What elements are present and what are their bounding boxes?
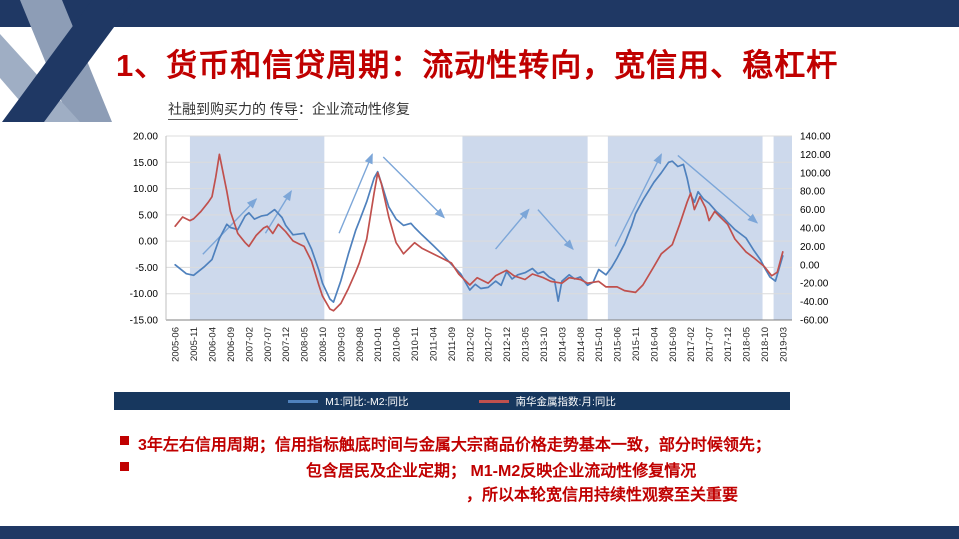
right-axis-tick-label: 140.00	[800, 132, 831, 143]
x-axis-tick-label: 2017-12	[723, 327, 734, 362]
x-axis-tick-label: 2016-09	[668, 327, 679, 362]
right-axis-tick-label: 0.00	[800, 260, 820, 271]
bullet-row-1: 3年左右信用周期；信用指标触底时间与金属大宗商品价格走势基本一致，部分时候领先；	[120, 431, 771, 455]
x-axis-tick-label: 2013-05	[521, 327, 532, 362]
bullet-2-text: 包含居民及企业定期； M1-M2反映企业流动性修复情况	[306, 463, 697, 480]
x-axis-tick-label: 2008-05	[300, 327, 311, 362]
legend-label-m1-m2: M1:同比:-M2:同比	[325, 395, 409, 408]
legend-line-m1-swatch	[288, 399, 319, 403]
chart-canvas: 20.00 15.00 10.00 5.00 0.00 -5.00 -10.00 -15.00…	[130, 132, 831, 362]
x-axis-tick-label: 2005-11	[189, 327, 200, 361]
trend-arrow	[382, 156, 446, 219]
left-axis-tick-label: -10.00	[130, 289, 159, 300]
legend-line-nanhua-swatch	[478, 399, 509, 403]
x-axis-tick-label: 2018-10	[760, 327, 771, 362]
x-axis-tick-label: 2019-03	[778, 327, 789, 362]
right-axis-tick-label: -20.00	[800, 279, 829, 290]
bullet-3-text: ，所以本轮宽信用持续性观察至关重要	[466, 487, 739, 504]
page-title: 1、货币和信贷周期：流动性转向，宽信用、稳杠杆	[116, 48, 839, 83]
bullet-square-icon	[120, 436, 129, 445]
right-axis-tick-label: -60.00	[800, 316, 829, 327]
x-axis-tick-label: 2007-07	[263, 327, 274, 362]
x-axis-tick-label: 2009-03	[336, 327, 347, 362]
x-axis-tick-label: 2008-10	[318, 327, 329, 362]
line-chart: 20.00 15.00 10.00 5.00 0.00 -5.00 -10.00 -15.00…	[92, 120, 867, 392]
trend-arrow	[537, 209, 574, 251]
x-axis-tick-label: 2015-01	[594, 327, 605, 362]
x-axis-tick-label: 2010-06	[392, 327, 403, 362]
x-axis-tick-label: 2010-11	[410, 327, 421, 361]
left-axis-tick-label: 15.00	[133, 158, 158, 169]
right-axis-tick-label: -40.00	[800, 297, 829, 308]
x-axis-tick-label: 2006-09	[226, 327, 237, 362]
right-axis-tick-label: 100.00	[800, 168, 831, 179]
chart-legend: M1:同比:-M2:同比 南华金属指数:月:同比	[114, 392, 790, 410]
chart-subtitle-underlined: 社融到购买力的 传导	[168, 101, 298, 120]
left-axis-tick-label: -15.00	[130, 316, 159, 327]
x-axis-tick-label: 2005-06	[171, 327, 182, 362]
bullet-1-text: 3年左右信用周期；信用指标触底时间与金属大宗商品价格走势基本一致，部分时候领先；	[138, 437, 771, 454]
credit-cycle-band	[462, 136, 588, 320]
x-axis-tick-label: 2017-07	[705, 327, 716, 362]
legend-item-nanhua: 南华金属指数:月:同比	[478, 394, 616, 409]
series-line-nanhua	[174, 153, 784, 312]
x-axis-tick-label: 2013-10	[539, 327, 550, 362]
trend-arrow	[264, 190, 292, 234]
bullet-row-3: ，所以本轮宽信用持续性观察至关重要	[466, 481, 738, 505]
bottom-decorative-bar	[0, 526, 959, 539]
x-axis-tick-label: 2006-04	[208, 327, 219, 362]
right-axis-tick-label: 20.00	[800, 242, 825, 253]
bullet-row-2: 包含居民及企业定期； M1-M2反映企业流动性修复情况	[120, 457, 696, 481]
legend-label-nanhua: 南华金属指数:月:同比	[515, 395, 616, 408]
x-axis-tick-label: 2011-04	[428, 327, 439, 361]
left-axis-tick-label: 20.00	[133, 132, 158, 143]
bullet-square-icon	[120, 462, 129, 471]
x-axis-tick-label: 2018-05	[741, 327, 752, 362]
x-axis-tick-label: 2012-07	[484, 327, 495, 362]
left-axis-tick-label: 10.00	[133, 184, 158, 195]
credit-cycle-band	[607, 136, 763, 320]
x-axis-tick-label: 2015-06	[613, 327, 624, 362]
left-axis-tick-label: -5.00	[135, 263, 158, 274]
x-axis-tick-label: 2017-02	[686, 327, 697, 362]
x-axis-tick-label: 2014-03	[557, 327, 568, 362]
credit-cycle-band	[189, 136, 325, 320]
x-axis-tick-label: 2012-02	[465, 327, 476, 362]
right-axis-tick-label: 120.00	[800, 150, 831, 161]
x-axis-tick-label: 2014-08	[576, 327, 587, 362]
trend-arrow	[614, 153, 662, 247]
x-axis-tick-label: 2010-01	[373, 327, 384, 362]
x-axis-tick-label: 2009-08	[355, 327, 366, 362]
right-axis-tick-label: 60.00	[800, 205, 825, 216]
chart-subtitle: 社融到购买力的 传导：企业流动性修复	[168, 99, 410, 120]
chart-subtitle-rest: ：企业流动性修复	[297, 101, 410, 117]
trend-arrow	[495, 208, 530, 250]
x-axis-tick-label: 2012-12	[502, 327, 513, 362]
x-axis-tick-label: 2007-02	[244, 327, 255, 362]
right-axis-tick-label: 40.00	[800, 224, 825, 235]
x-axis-tick-label: 2015-11	[631, 327, 642, 361]
top-decorative-bar	[0, 0, 959, 27]
x-axis-tick-label: 2011-09	[447, 327, 458, 361]
corner-decoration	[0, 0, 134, 122]
trend-arrow	[338, 153, 373, 234]
x-axis-tick-label: 2007-12	[281, 327, 292, 362]
x-axis-tick-label: 2016-04	[649, 327, 660, 362]
trend-arrow	[677, 154, 759, 224]
left-axis-tick-label: 5.00	[139, 210, 159, 221]
credit-cycle-band	[773, 136, 792, 320]
right-axis-tick-label: 80.00	[800, 187, 825, 198]
legend-item-m1-m2: M1:同比:-M2:同比	[288, 394, 409, 409]
chevron-shape-3	[2, 0, 134, 122]
left-axis-tick-label: 0.00	[139, 237, 159, 248]
